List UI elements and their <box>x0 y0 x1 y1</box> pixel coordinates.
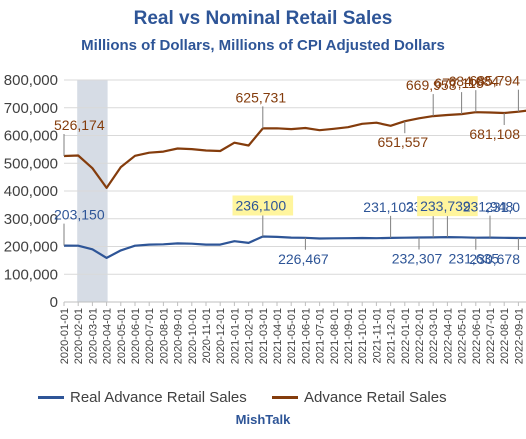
x-tick-label: 2020-08-01 <box>158 308 170 364</box>
data-label: 203,150 <box>54 207 105 223</box>
data-label: 625,731 <box>236 89 287 105</box>
data-label: 232,307 <box>392 251 443 267</box>
y-tick-label: 400,000 <box>4 183 58 200</box>
x-tick-label: 2020-12-01 <box>215 308 227 364</box>
x-tick-label: 2022-04-01 <box>442 308 454 364</box>
data-label: 231,635 <box>449 251 500 267</box>
chart-subtitle: Millions of Dollars, Millions of CPI Adj… <box>81 37 445 54</box>
data-label: 231,948 <box>463 199 514 215</box>
credit-label: MishTalk <box>235 412 291 427</box>
data-label: 669,958 <box>406 77 457 93</box>
legend-nominal-label: Advance Retail Sales <box>304 389 447 406</box>
x-tick-label: 2020-04-01 <box>102 308 114 364</box>
x-tick-label: 2020-05-01 <box>116 308 128 364</box>
data-label: 226,467 <box>278 251 329 267</box>
data-label: 685,794 <box>469 73 520 89</box>
x-tick-label: 2021-11-01 <box>371 308 383 363</box>
data-label: 681,108 <box>469 126 520 142</box>
x-tick-label: 2022-02-01 <box>414 308 426 364</box>
annotation-highlight <box>417 196 478 217</box>
y-tick-label: 500,000 <box>4 155 58 172</box>
x-tick-label: 2021-08-01 <box>329 308 341 364</box>
x-tick-label: 2020-02-01 <box>73 308 85 364</box>
x-tick-label: 2021-12-01 <box>386 308 398 364</box>
data-label: 677,115 <box>434 75 484 91</box>
x-tick-label: 2021-04-01 <box>272 308 284 364</box>
legend-real: Real Advance Retail Sales <box>38 389 247 406</box>
data-label: 231,0 <box>485 199 520 215</box>
x-tick-label: 2020-10-01 <box>187 308 199 364</box>
y-tick-label: 700,000 <box>4 100 58 117</box>
data-label: 651,557 <box>378 134 429 150</box>
x-tick-label: 2021-07-01 <box>315 308 327 364</box>
y-tick-label: 100,000 <box>4 266 58 283</box>
series-line-nominal <box>63 109 526 189</box>
legend-real-label: Real Advance Retail Sales <box>70 389 247 406</box>
x-tick-label: 2021-06-01 <box>300 308 312 364</box>
data-label: 231,103 <box>363 199 414 215</box>
x-tick-label: 2020-01-01 <box>59 308 71 364</box>
x-tick-label: 2021-05-01 <box>286 308 298 364</box>
x-tick-label: 2022-06-01 <box>471 308 483 364</box>
x-tick-label: 2022-07-01 <box>485 308 497 364</box>
x-tick-label: 2022-09-01 <box>513 308 525 364</box>
data-label: 526,174 <box>54 117 105 133</box>
y-tick-label: 200,000 <box>4 239 58 256</box>
data-label: 233,739 <box>420 198 471 214</box>
x-tick-label: 2021-09-01 <box>343 308 355 364</box>
x-tick-label: 2022-05-01 <box>457 308 469 364</box>
annotation-highlight <box>232 195 294 216</box>
x-tick-label: 2020-07-01 <box>144 308 156 364</box>
chart-title: Real vs Nominal Retail Sales <box>133 8 393 29</box>
x-tick-label: 2021-03-01 <box>258 308 270 364</box>
data-label: 236,100 <box>236 197 287 213</box>
data-label: 684,084 <box>449 73 500 89</box>
y-tick-label: 800,000 <box>4 72 58 89</box>
x-tick-label: 2021-10-01 <box>357 308 369 364</box>
legend-nominal-swatch <box>272 396 298 399</box>
data-label: 230,678 <box>469 251 520 267</box>
y-tick-label: 600,000 <box>4 128 58 145</box>
x-tick-label: 2021-02-01 <box>244 308 256 364</box>
x-tick-label: 2022-08-01 <box>499 308 511 364</box>
legend-real-swatch <box>38 396 64 399</box>
x-tick-label: 2021-01-01 <box>229 308 241 364</box>
x-tick-label: 2020-03-01 <box>87 308 99 364</box>
x-tick-label: 2022-01-01 <box>400 308 412 364</box>
x-tick-label: 2020-09-01 <box>173 308 185 364</box>
x-tick-label: 2022-03-01 <box>428 308 440 364</box>
y-tick-label: 0 <box>50 294 58 311</box>
x-tick-label: 2020-06-01 <box>130 308 142 364</box>
legend-nominal: Advance Retail Sales <box>272 389 447 406</box>
y-tick-label: 300,000 <box>4 211 58 228</box>
x-tick-label: 2020-11-01 <box>201 308 213 363</box>
